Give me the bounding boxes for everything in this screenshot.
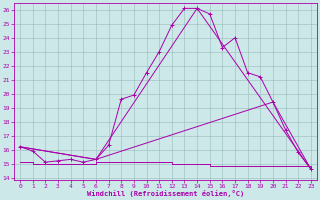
X-axis label: Windchill (Refroidissement éolien,°C): Windchill (Refroidissement éolien,°C)	[87, 190, 244, 197]
